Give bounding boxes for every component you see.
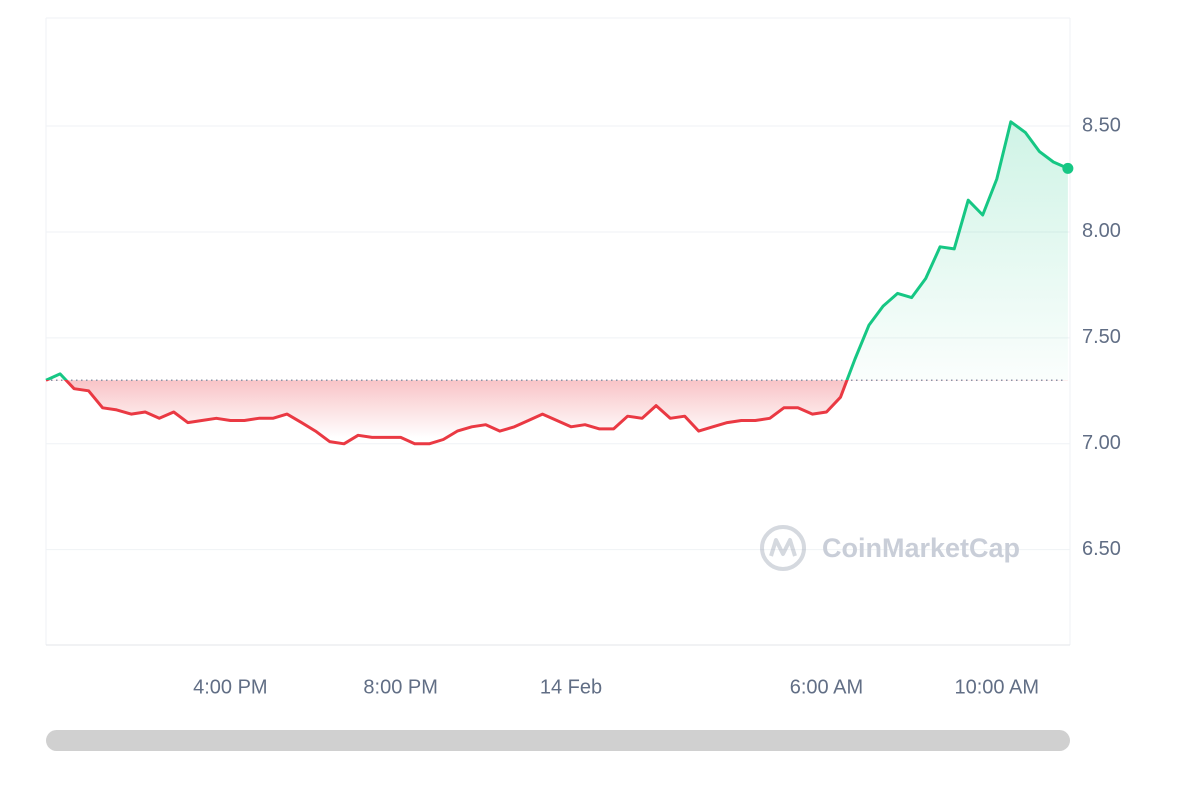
watermark: CoinMarketCap xyxy=(822,533,1020,563)
y-tick-label: 7.50 xyxy=(1082,326,1121,348)
x-tick-label: 14 Feb xyxy=(540,676,602,698)
y-tick-label: 8.50 xyxy=(1082,114,1121,136)
last-point xyxy=(1062,162,1074,174)
scrollbar[interactable] xyxy=(46,730,1070,751)
watermark-logo xyxy=(760,525,806,571)
y-tick-label: 6.50 xyxy=(1082,538,1121,560)
area xyxy=(46,121,1068,444)
x-tick-label: 8:00 PM xyxy=(363,676,437,698)
price-line xyxy=(45,120,1069,446)
plot xyxy=(45,120,1074,446)
y-tick-label: 7.00 xyxy=(1082,432,1121,454)
x-tick-label: 6:00 AM xyxy=(790,676,863,698)
x-tick-label: 10:00 AM xyxy=(955,676,1040,698)
logo-ring xyxy=(760,525,806,571)
logo-m xyxy=(769,538,797,557)
y-tick-label: 8.00 xyxy=(1082,220,1121,242)
grid xyxy=(46,125,1070,551)
x-tick-label: 4:00 PM xyxy=(193,676,267,698)
